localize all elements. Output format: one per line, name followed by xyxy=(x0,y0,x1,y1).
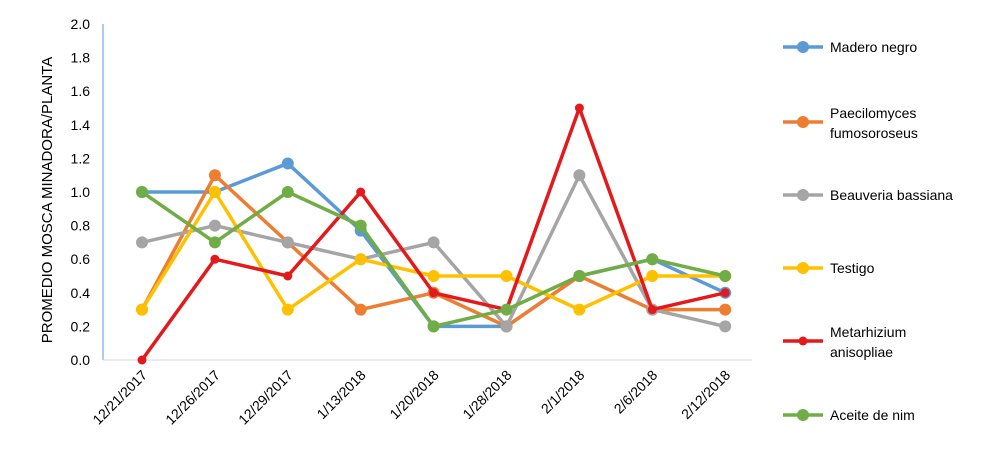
data-point xyxy=(720,288,730,298)
axes xyxy=(102,24,752,361)
data-point xyxy=(208,236,221,249)
data-point xyxy=(281,157,294,170)
data-point xyxy=(283,271,293,281)
legend-entry: Aceite de nim xyxy=(783,407,915,423)
data-point xyxy=(574,103,584,113)
data-point xyxy=(136,236,148,249)
legend-swatch-marker xyxy=(798,336,808,346)
y-tick-label: 2.0 xyxy=(71,16,91,32)
data-point xyxy=(354,219,367,232)
data-point xyxy=(573,169,586,182)
data-point xyxy=(354,253,367,266)
data-point xyxy=(281,303,294,316)
data-point xyxy=(647,305,657,315)
legend-entry: Testigo xyxy=(783,260,875,276)
legend-entry: Beauveria bassiana xyxy=(783,187,953,203)
data-point xyxy=(427,236,440,249)
y-axis-title: PROMEDIO MOSCA MINADORA/PLANTA xyxy=(39,57,56,343)
data-point xyxy=(573,270,586,282)
data-point xyxy=(354,303,367,316)
y-tick-label: 1.4 xyxy=(71,117,91,133)
series-testigo xyxy=(136,186,732,316)
legend-swatch-marker xyxy=(797,409,809,421)
legend-entry: Metarhizium anisopliae xyxy=(783,324,906,360)
data-point xyxy=(500,270,513,282)
legend-label: Metarhizium anisopliae xyxy=(830,324,906,360)
legend-swatch-marker xyxy=(797,116,809,128)
data-point xyxy=(281,186,294,198)
y-tick-label: 1.6 xyxy=(71,83,91,99)
y-tick-label: 1.0 xyxy=(71,184,91,200)
data-point xyxy=(500,320,513,333)
legend-label: Testigo xyxy=(830,260,875,276)
legend-entry: Madero negro xyxy=(783,39,917,55)
legend-swatch-marker xyxy=(797,262,809,274)
data-point xyxy=(429,288,439,298)
legend-swatch-marker xyxy=(797,189,809,201)
data-point xyxy=(719,320,732,333)
y-tick-label: 0.0 xyxy=(71,352,91,368)
data-point xyxy=(573,303,586,316)
data-point xyxy=(500,303,513,316)
data-point xyxy=(281,236,294,249)
y-tick-label: 0.4 xyxy=(71,285,91,301)
data-point xyxy=(646,253,659,266)
y-tick-label: 0.2 xyxy=(71,318,91,334)
legend-swatch-marker xyxy=(797,41,809,53)
series-metarhizium-anisopliae xyxy=(137,103,730,365)
data-point xyxy=(136,303,148,316)
data-point xyxy=(136,186,148,198)
legend-label: Madero negro xyxy=(830,39,917,55)
legend-label: Beauveria bassiana xyxy=(830,187,953,203)
data-point xyxy=(646,270,659,282)
data-point xyxy=(427,270,440,282)
legend-label: Aceite de nim xyxy=(830,407,915,423)
y-tick-labels: 0.0 0.2 0.4 0.6 0.8 1.0 1.2 1.4 1.6 1.8 2.0 xyxy=(71,16,91,368)
y-tick-label: 1.8 xyxy=(71,50,91,66)
y-tick-label: 1.2 xyxy=(71,150,91,166)
legend-label: Paecilomyces fumosoroseus xyxy=(830,105,918,141)
data-point xyxy=(427,320,440,333)
y-tick-label: 0.8 xyxy=(71,218,91,234)
data-point xyxy=(210,254,220,264)
series-aceite-de-nim xyxy=(136,186,732,333)
data-point xyxy=(208,219,221,232)
data-point xyxy=(719,303,732,316)
data-point xyxy=(208,169,221,182)
data-point xyxy=(719,270,732,282)
legend-entry: Paecilomyces fumosoroseus xyxy=(783,105,918,141)
y-tick-label: 0.6 xyxy=(71,251,91,267)
data-point xyxy=(208,186,221,198)
data-point xyxy=(137,355,147,365)
data-point xyxy=(356,187,366,197)
legend: Madero negro Paecilomyces fumosoroseus Beau… xyxy=(783,39,953,423)
plot-series xyxy=(136,103,732,365)
